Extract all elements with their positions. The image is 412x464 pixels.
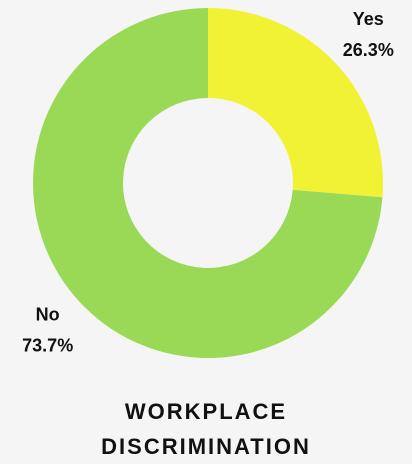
slice-value-label: 26.3%	[343, 40, 394, 60]
chart-title: WORKPLACE DISCRIMINATION	[101, 399, 311, 459]
slice-label: Yes	[353, 9, 384, 29]
donut-slice	[208, 8, 383, 198]
slice-label: No	[36, 304, 60, 324]
chart: Yes 26.3% No 73.7%	[22, 8, 394, 358]
slice-value-label: 73.7%	[22, 335, 73, 355]
donut-slice	[32, 8, 383, 358]
